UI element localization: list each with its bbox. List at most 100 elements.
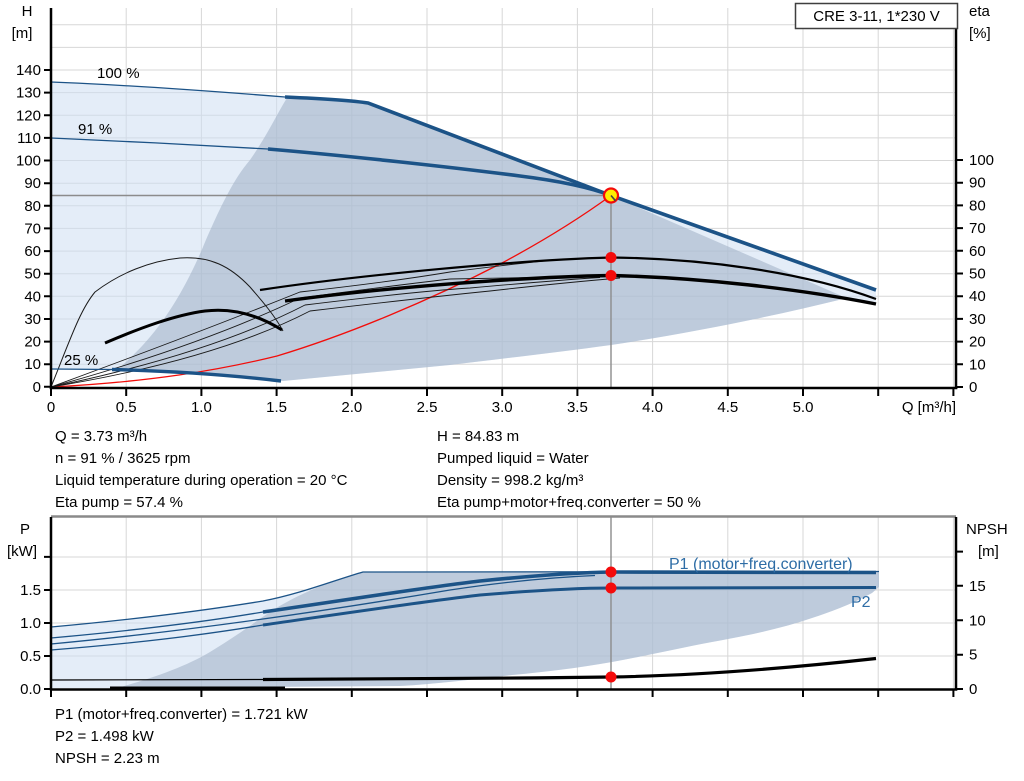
h-tick-label: 50 bbox=[24, 266, 41, 283]
p2-curve-bold[interactable] bbox=[262, 586, 877, 627]
p-axis-ticks bbox=[44, 555, 51, 690]
model-box-text: CRE 3-11, 1*230 V bbox=[813, 8, 939, 25]
eta-tick-label: 40 bbox=[969, 288, 986, 305]
h-tick-label: 0 bbox=[33, 379, 41, 396]
operating-envelope-gray bbox=[117, 98, 843, 381]
duty-guides-top bbox=[51, 194, 612, 388]
h-axis-name: H bbox=[22, 3, 33, 20]
eta-axis-unit: [%] bbox=[969, 25, 991, 42]
h-tick-label: 10 bbox=[24, 356, 41, 373]
q-tick-label: 4.5 bbox=[717, 399, 738, 416]
power-thin-lines bbox=[50, 570, 880, 651]
q-axis-ticks bbox=[50, 388, 955, 396]
p-tick-label: 1.5 bbox=[20, 582, 41, 599]
h-tick-label: 120 bbox=[16, 107, 41, 124]
p2-curve-label: P2 bbox=[851, 594, 871, 611]
result-block: P1 (motor+freq.converter) = 1.721 kW P2 … bbox=[55, 706, 308, 767]
eta-total-duty-dot bbox=[605, 270, 617, 281]
h-tick-label: 130 bbox=[16, 85, 41, 102]
h-tick-label: 110 bbox=[17, 130, 41, 147]
eta-arc-25 bbox=[50, 257, 284, 388]
h-tick-label: 30 bbox=[24, 311, 41, 328]
info-h: H = 84.83 m bbox=[437, 428, 519, 445]
npsh-duty-dot bbox=[605, 671, 617, 683]
power-envelope-gray bbox=[117, 571, 879, 688]
duty-point-marker[interactable] bbox=[602, 187, 620, 204]
p1-thin-line bbox=[50, 611, 264, 639]
q-tick-label: 0 bbox=[47, 399, 55, 416]
label-91pct: 91 % bbox=[78, 121, 112, 138]
duty-point-wedge bbox=[610, 194, 617, 202]
h-tick-label: 70 bbox=[24, 220, 41, 237]
eta-tick-label: 30 bbox=[969, 311, 986, 328]
h-tick-label: 40 bbox=[24, 288, 41, 305]
duty-info-block: Q = 3.73 m³/h n = 91 % / 3625 rpm Liquid… bbox=[55, 428, 701, 511]
p-tick-label: 1.0 bbox=[20, 615, 41, 632]
h-axis-unit: [m] bbox=[12, 25, 33, 42]
p-axis-unit: [kW] bbox=[7, 543, 37, 560]
q-tick-label: 5.0 bbox=[793, 399, 814, 416]
eta-fan-line bbox=[50, 259, 561, 388]
npsh-axis-ticks bbox=[956, 550, 963, 690]
h-tick-label: 90 bbox=[24, 175, 41, 192]
eta-tick-label: 20 bbox=[969, 334, 986, 351]
p-axis-name: P bbox=[20, 521, 30, 538]
system-curve bbox=[50, 194, 612, 388]
h-tick-label: 80 bbox=[24, 198, 41, 215]
npsh-axis-name: NPSH bbox=[966, 521, 1008, 538]
q-tick-label: 3.5 bbox=[567, 399, 588, 416]
q-axis-name: Q [m³/h] bbox=[902, 399, 956, 416]
p-tick-label: 0.5 bbox=[20, 648, 41, 665]
p1-curve-bold[interactable] bbox=[262, 570, 877, 614]
curve-25pct-thin bbox=[50, 368, 113, 371]
info-eta-pump: Eta pump = 57.4 % bbox=[55, 494, 183, 511]
h-axis-ticks bbox=[44, 69, 51, 388]
eta-tick-labels: 100 90 80 70 60 50 40 30 20 10 0 bbox=[969, 152, 994, 396]
npsh-tick-label: 10 bbox=[969, 612, 986, 629]
bottom-x-ticks bbox=[50, 690, 955, 697]
q-tick-label: 2.0 bbox=[341, 399, 362, 416]
eta-tick-label: 60 bbox=[969, 243, 986, 260]
eta-axis-ticks bbox=[956, 159, 963, 388]
eta-axis-name: eta bbox=[969, 3, 991, 20]
q-tick-labels: 0 0.5 1.0 1.5 2.0 2.5 3.0 3.5 4.0 4.5 5.… bbox=[47, 399, 814, 416]
label-25pct: 25 % bbox=[64, 352, 98, 369]
top-chart[interactable]: 140 130 120 110 100 90 80 70 60 50 40 30… bbox=[12, 2, 994, 416]
bottom-axes bbox=[44, 515, 963, 697]
info-q: Q = 3.73 m³/h bbox=[55, 428, 147, 445]
eta-fan-line bbox=[50, 277, 621, 388]
p2-duty-dot bbox=[605, 582, 617, 594]
curve-25pct-bold[interactable] bbox=[111, 367, 282, 383]
curve-100pct-max-bold[interactable] bbox=[284, 95, 877, 292]
npsh-tick-labels: 15 10 5 0 bbox=[969, 578, 986, 698]
npsh-tick-label: 15 bbox=[969, 578, 986, 595]
info-eta-total: Eta pump+motor+freq.converter = 50 % bbox=[437, 494, 701, 511]
result-p2: P2 = 1.498 kW bbox=[55, 728, 155, 745]
bottom-chart[interactable]: 1.5 1.0 0.5 0.0 15 10 5 0 P [kW] NPSH [m… bbox=[7, 515, 1008, 699]
h-tick-label: 100 bbox=[16, 153, 41, 170]
h-tick-labels: 140 130 120 110 100 90 80 70 60 50 40 30… bbox=[16, 62, 41, 396]
npsh-tick-label: 5 bbox=[969, 647, 977, 664]
model-box: CRE 3-11, 1*230 V bbox=[794, 2, 959, 30]
eta-tick-label: 10 bbox=[969, 356, 986, 373]
label-100pct: 100 % bbox=[97, 65, 140, 82]
result-npsh: NPSH = 2.23 m bbox=[55, 750, 160, 767]
eta-tick-label: 80 bbox=[969, 197, 986, 214]
p1-duty-dot bbox=[605, 566, 617, 578]
top-axes bbox=[44, 8, 963, 396]
eta-tick-label: 50 bbox=[969, 266, 986, 283]
q-tick-label: 3.0 bbox=[492, 399, 513, 416]
eta-tick-label: 90 bbox=[969, 175, 986, 192]
model-box-frame bbox=[794, 2, 959, 30]
q-tick-label: 4.0 bbox=[642, 399, 663, 416]
curve-91pct-bold[interactable] bbox=[267, 147, 612, 198]
eta-tick-label: 100 bbox=[969, 152, 994, 169]
h-tick-label: 20 bbox=[24, 334, 41, 351]
p-tick-label: 0.0 bbox=[20, 681, 41, 698]
speed-curves bbox=[50, 81, 877, 383]
info-density: Density = 998.2 kg/m³ bbox=[437, 472, 583, 489]
q-tick-label: 1.5 bbox=[266, 399, 287, 416]
npsh-thin-line bbox=[50, 678, 264, 681]
eta-tick-label: 0 bbox=[969, 379, 977, 396]
